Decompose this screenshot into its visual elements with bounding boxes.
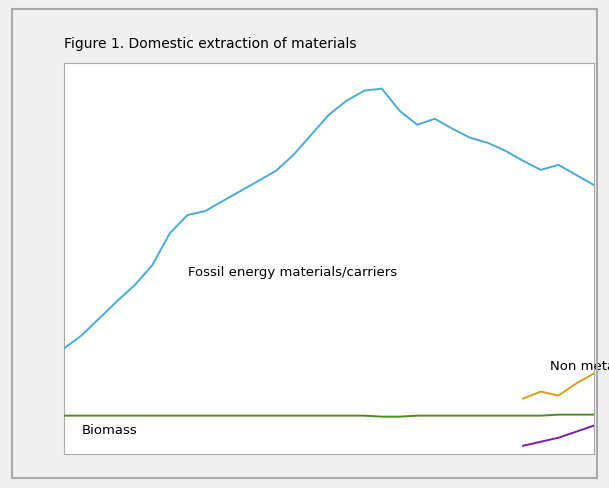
Text: Fossil energy materials/carriers: Fossil energy materials/carriers (188, 265, 396, 279)
Text: Figure 1. Domestic extraction of materials: Figure 1. Domestic extraction of materia… (64, 37, 356, 51)
Text: Non metalic minerals: Non metalic minerals (550, 359, 609, 372)
Text: Biomass: Biomass (82, 423, 138, 436)
Text: Metal ores (gross ores): Metal ores (gross ores) (0, 487, 1, 488)
